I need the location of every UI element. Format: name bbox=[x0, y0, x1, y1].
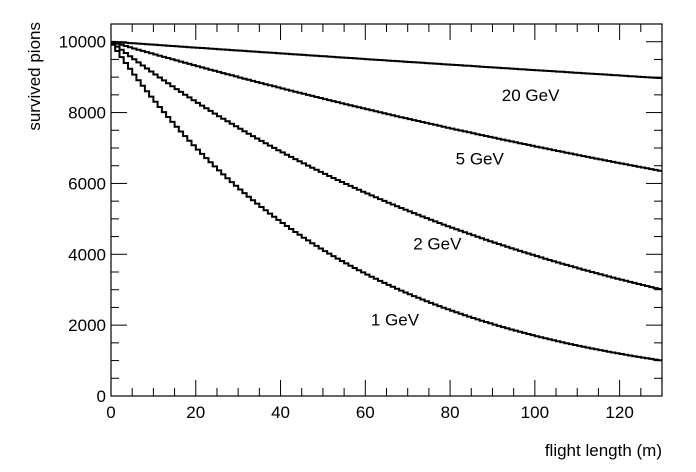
y-axis-title: survived pions bbox=[25, 22, 44, 131]
curve-label: 5 GeV bbox=[456, 150, 505, 169]
y-tick-label: 10000 bbox=[59, 33, 106, 52]
x-tick-label: 80 bbox=[441, 403, 460, 422]
y-tick-label: 4000 bbox=[68, 245, 106, 264]
curves bbox=[111, 40, 662, 362]
tick-labels: 0 20 40 60 80 100 120 0 2000 4000 6000 8000 10000 bbox=[59, 33, 634, 422]
x-axis-title: flight length (m) bbox=[545, 441, 662, 460]
y-tick-label: 8000 bbox=[68, 104, 106, 123]
x-tick-label: 40 bbox=[271, 403, 290, 422]
plot-frame bbox=[110, 23, 663, 397]
x-tick-label: 120 bbox=[605, 403, 633, 422]
x-tick-label: 100 bbox=[521, 403, 549, 422]
series-line-1-gev bbox=[111, 43, 662, 362]
series-line-2-gev bbox=[111, 42, 662, 290]
annotations: 20 GeV 5 GeV 2 GeV 1 GeV bbox=[371, 86, 560, 330]
x-tick-label: 20 bbox=[186, 403, 205, 422]
x-tick-label: 0 bbox=[106, 403, 115, 422]
curve-label: 20 GeV bbox=[502, 86, 560, 105]
x-tick-label: 60 bbox=[356, 403, 375, 422]
y-tick-label: 6000 bbox=[68, 174, 106, 193]
series-line-5-gev bbox=[111, 41, 662, 172]
y-tick-label: 2000 bbox=[68, 316, 106, 335]
series-line-20-gev bbox=[111, 40, 662, 79]
ticks bbox=[110, 23, 663, 397]
curve-label: 1 GeV bbox=[371, 310, 420, 329]
y-tick-label: 0 bbox=[97, 387, 106, 406]
curve-label: 2 GeV bbox=[413, 235, 462, 254]
